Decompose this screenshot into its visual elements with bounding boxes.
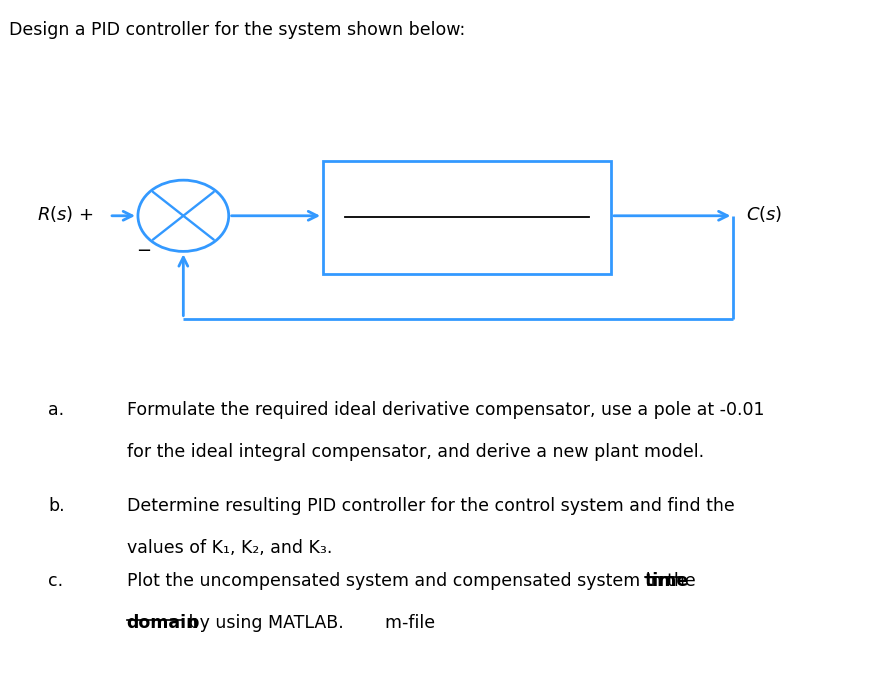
Text: Formulate the required ideal derivative compensator, use a pole at -0.01: Formulate the required ideal derivative … [127, 401, 764, 419]
Text: Determine resulting PID controller for the control system and find the: Determine resulting PID controller for t… [127, 497, 734, 514]
Text: Design a PID controller for the system shown below:: Design a PID controller for the system s… [9, 21, 465, 38]
Text: $-$: $-$ [136, 240, 152, 258]
Text: time: time [645, 572, 690, 590]
Text: by using MATLAB.: by using MATLAB. [183, 614, 344, 632]
Text: b.: b. [48, 497, 65, 514]
Text: $C(s)$: $C(s)$ [746, 203, 783, 224]
Text: domain: domain [127, 614, 199, 632]
Text: $K$: $K$ [459, 186, 475, 204]
Bar [323, 161, 611, 274]
Text: values of K₁, K₂, and K₃.: values of K₁, K₂, and K₃. [127, 539, 332, 557]
Text: Plot the uncompensated system and compensated system in the: Plot the uncompensated system and compen… [127, 572, 701, 590]
Text: c.: c. [48, 572, 63, 590]
Text: m-file: m-file [330, 614, 435, 632]
Text: a.: a. [48, 401, 64, 419]
Text: $(s+4)(s+6)(s+10)$: $(s+4)(s+6)(s+10)$ [382, 237, 552, 257]
Text: $R(s)$ +: $R(s)$ + [37, 203, 93, 224]
Text: for the ideal integral compensator, and derive a new plant model.: for the ideal integral compensator, and … [127, 443, 704, 461]
